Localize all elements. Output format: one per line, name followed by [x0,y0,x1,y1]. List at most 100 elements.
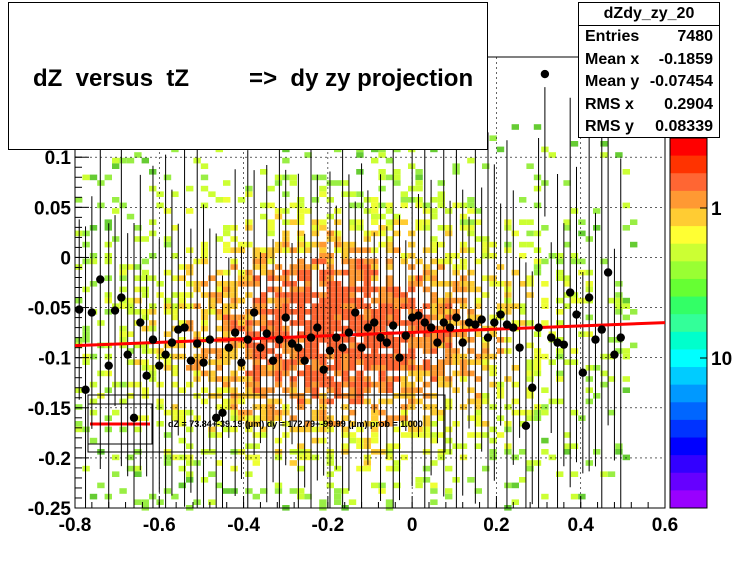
heatmap-cell [489,381,497,388]
heatmap-cell [274,482,283,489]
heatmap-cell [319,303,327,309]
heatmap-cell [430,482,438,489]
heatmap-cell [474,421,482,427]
heatmap-cell [363,454,371,461]
heatmap-cell [252,303,260,309]
heatmap-cell [126,309,135,315]
heatmap-cell [533,247,542,253]
heatmap-cell [622,225,630,231]
heatmap-cell [430,314,438,321]
heatmap-cell [112,471,120,477]
heatmap-cell [363,387,371,393]
heatmap-cell [304,370,312,377]
heatmap-cell [467,415,475,421]
heatmap-cell [348,281,357,287]
heatmap-cell [474,443,482,449]
heatmap-cell [378,409,386,416]
heatmap-cell [533,269,542,276]
fit-label: dZ = 73.84+-39.19 (µm) dy = 172.79+-99.9… [168,419,423,429]
heatmap-cell [400,219,408,225]
heatmap-cell [230,292,238,298]
heatmap-cell [363,365,371,371]
heatmap-cell [489,135,497,141]
heatmap-cell [208,499,216,505]
heatmap-cell [171,275,179,281]
heatmap-cell [430,460,438,466]
heatmap-cell [356,169,364,175]
heatmap-cell [267,320,275,326]
heatmap-cell [89,398,98,405]
heatmap-cell [82,286,90,293]
heatmap-cell [119,269,127,276]
heatmap-cell [430,297,438,304]
heatmap-cell [319,225,327,231]
heatmap-cell [422,225,431,231]
heatmap-cell [252,264,260,270]
heatmap-cell [519,281,527,287]
heatmap-cell [415,197,423,203]
heatmap-cell [267,331,275,337]
heatmap-cell [556,370,564,377]
heatmap-cell [363,359,371,365]
heatmap-cell [171,370,179,377]
heatmap-cell [252,320,260,326]
palette-swatch [670,190,707,209]
heatmap-cell [437,197,445,203]
heatmap-cell [319,314,327,321]
heatmap-cell [223,387,231,393]
heatmap-cell [245,393,253,399]
heatmap-cell [378,185,386,192]
heatmap-cell [533,353,542,360]
heatmap-cell [141,393,149,399]
heatmap-cell [548,152,556,158]
heatmap-cell [274,381,283,388]
stats-box: dZdy_zy_20 Entries 7480 Mean x -0.1859 Mea… [578,2,720,138]
heatmap-cell [289,359,297,365]
profile-point [420,318,429,327]
heatmap-cell [348,264,357,270]
heatmap-cell [274,309,283,315]
profile-point [534,323,543,332]
heatmap-cell [274,264,283,270]
heatmap-cell [274,292,283,298]
heatmap-cell [459,370,468,377]
heatmap-cell [289,309,297,315]
heatmap-cell [119,157,127,164]
heatmap-cell [541,493,549,500]
heatmap-cell [319,281,327,287]
heatmap-cell [178,320,186,326]
heatmap-cell [186,292,194,298]
heatmap-cell [215,286,223,293]
heatmap-cell [282,157,290,164]
heatmap-cell [75,297,83,304]
heatmap-cell [289,286,297,293]
heatmap-cell [356,152,364,158]
heatmap-cell [126,454,135,461]
heatmap-cell [289,488,297,494]
heatmap-cell [526,415,534,421]
heatmap-cell [215,281,223,287]
heatmap-cell [215,387,223,393]
heatmap-cell [504,348,512,354]
heatmap-cell [630,219,638,225]
heatmap-cell [252,331,260,337]
heatmap-cell [415,337,423,343]
heatmap-cell [260,269,268,276]
heatmap-cell [245,292,253,298]
heatmap-cell [371,415,379,421]
heatmap-cell [245,415,253,421]
heatmap-cell [422,303,431,309]
profile-point [306,333,316,342]
heatmap-cell [511,303,519,309]
profile-point [395,353,404,362]
heatmap-cell [260,303,268,309]
heatmap-cell [230,258,238,265]
heatmap-cell [230,303,238,309]
heatmap-cell [341,359,349,365]
heatmap-cell [319,331,327,337]
heatmap-cell [415,432,423,438]
profile-points [75,69,625,431]
heatmap-cell [200,202,209,209]
heatmap-cell [200,309,209,315]
heatmap-cell [607,376,616,382]
